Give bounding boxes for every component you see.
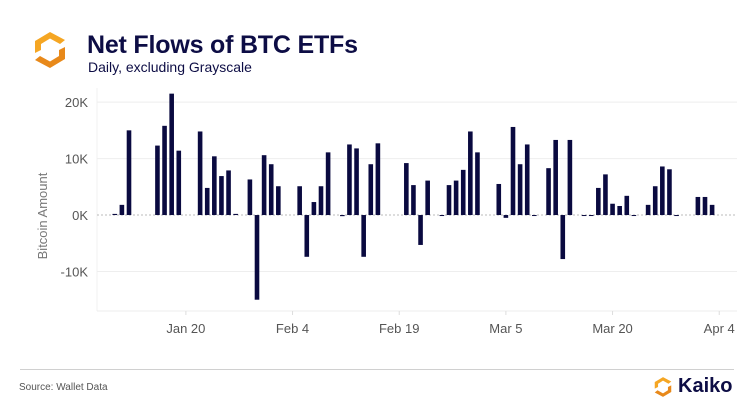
bar — [446, 185, 452, 216]
bar — [496, 183, 502, 216]
bar — [204, 187, 210, 216]
bar — [261, 155, 267, 216]
bar — [404, 163, 409, 216]
bar — [439, 215, 445, 217]
bar — [169, 93, 174, 216]
bar — [517, 164, 523, 216]
bar — [567, 139, 573, 216]
bar — [297, 186, 302, 216]
bar — [318, 186, 324, 216]
y-tick-label: 0K — [72, 208, 88, 223]
bar — [119, 204, 125, 216]
bar — [340, 215, 345, 217]
bar — [588, 215, 594, 217]
bar — [176, 150, 182, 216]
bar-chart: 20K 10K 0K -10K Jan 20 Feb 4 Feb 19 Mar 5 Mar 2… — [35, 88, 737, 336]
x-tick-label: Apr 4 — [704, 321, 735, 336]
bar — [460, 169, 466, 216]
kaiko-logo-icon — [30, 30, 70, 70]
bar — [617, 205, 622, 216]
bar — [674, 215, 679, 217]
source-note: Source: Wallet Data — [19, 382, 108, 393]
bar — [418, 215, 423, 245]
bar — [375, 143, 381, 216]
bar — [624, 195, 630, 216]
bar — [631, 215, 637, 217]
bar — [660, 166, 665, 216]
bar — [475, 152, 480, 216]
grid-lines — [96, 88, 737, 312]
x-tick-label: Mar 5 — [489, 321, 522, 336]
bar — [532, 215, 537, 217]
bar — [126, 130, 132, 216]
x-axis-ticks: Jan 20 Feb 4 Feb 19 Mar 5 Mar 20 Apr 4 — [166, 311, 735, 336]
bar — [695, 196, 701, 216]
bars — [112, 93, 715, 300]
kaiko-small-logo-icon — [654, 376, 672, 397]
bar — [581, 215, 587, 217]
bar — [311, 202, 317, 216]
bar — [361, 215, 366, 257]
bar — [162, 125, 167, 216]
y-tick-label: -10K — [61, 264, 89, 279]
bar — [233, 213, 238, 216]
y-axis-ticks: 20K 10K 0K -10K — [61, 95, 89, 279]
bar — [268, 164, 274, 216]
bar — [553, 139, 558, 216]
x-tick-label: Mar 20 — [592, 321, 632, 336]
bar — [325, 152, 331, 216]
bar — [212, 156, 217, 216]
bar — [425, 180, 430, 216]
bar — [411, 185, 416, 216]
bar — [709, 204, 715, 216]
bar — [652, 186, 658, 216]
bar — [546, 168, 551, 216]
bar — [368, 164, 374, 216]
bar — [304, 215, 310, 257]
y-tick-label: 10K — [65, 152, 88, 167]
brand-name: Kaiko — [678, 375, 733, 397]
chart-title: Net Flows of BTC ETFs — [87, 31, 358, 59]
bar — [560, 215, 566, 260]
y-tick-label: 20K — [65, 95, 88, 110]
bar — [596, 187, 601, 216]
bar — [219, 176, 224, 216]
bar — [453, 180, 459, 216]
bar — [197, 131, 203, 216]
bar — [510, 126, 516, 216]
y-axis-title: Bitcoin Amount — [35, 172, 50, 259]
bar — [645, 204, 651, 216]
x-tick-label: Feb 19 — [379, 321, 419, 336]
bar — [226, 170, 231, 216]
bar — [254, 215, 260, 300]
bar — [610, 203, 615, 216]
x-tick-label: Jan 20 — [166, 321, 205, 336]
kaiko-brand: Kaiko — [652, 375, 732, 398]
bar — [155, 145, 160, 216]
bar — [112, 213, 118, 216]
bar — [503, 215, 509, 218]
bar — [524, 144, 530, 216]
bar — [276, 186, 281, 216]
bar — [702, 196, 708, 216]
chart-subtitle: Daily, excluding Grayscale — [88, 59, 252, 75]
bar — [354, 148, 359, 216]
bar — [247, 179, 253, 216]
footer-divider — [20, 369, 734, 370]
bar — [603, 174, 608, 216]
bar — [347, 144, 352, 216]
bar — [468, 131, 473, 216]
bar — [667, 169, 672, 216]
x-tick-label: Feb 4 — [276, 321, 309, 336]
